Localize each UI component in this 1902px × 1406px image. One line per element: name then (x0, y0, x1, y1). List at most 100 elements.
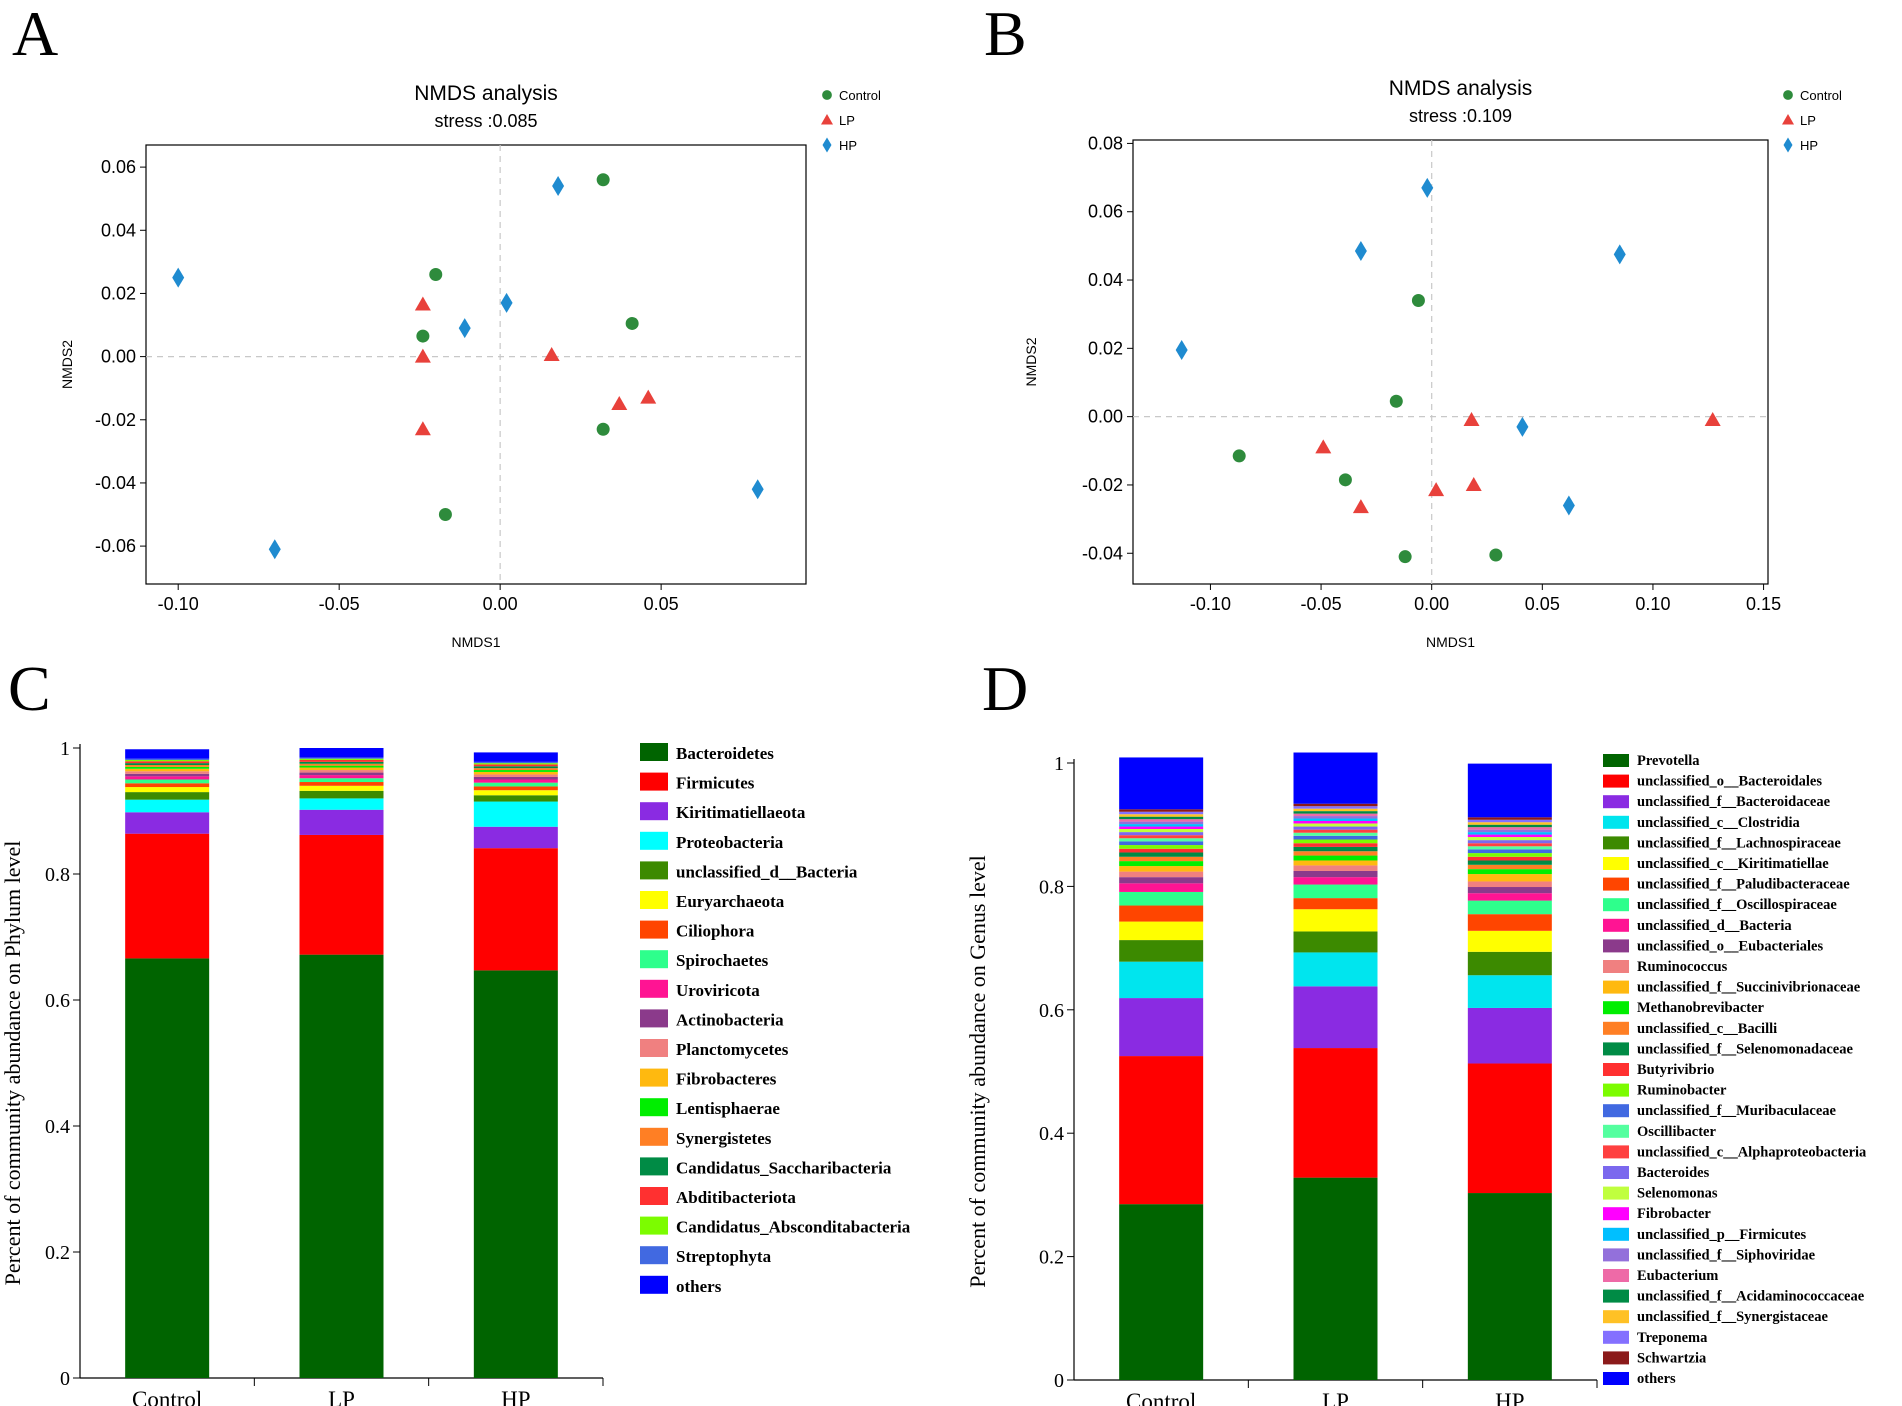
legend-label: Bacteroides (1637, 1165, 1710, 1181)
x-tick-label: HP (501, 1387, 530, 1406)
legend-swatch (640, 1127, 668, 1146)
legend-swatch (640, 1216, 668, 1235)
data-point-control (416, 329, 430, 343)
data-point-hp (500, 292, 513, 313)
bar-segment-unclassified-f-selenomonadaceae (1293, 846, 1378, 852)
legend-items: Bacteroidetes Firmicutes Kiritimatiellaeot… (640, 743, 911, 1296)
bar-segment-firmicutes (299, 834, 384, 955)
data-point-control (1338, 473, 1352, 487)
data-point-hp (172, 267, 185, 288)
y-tick-label: 0.04 (1088, 270, 1123, 290)
x-tick-label: 0.00 (483, 594, 518, 614)
legend-swatch (1603, 774, 1629, 788)
bar-segment-methanobrevibacter (1293, 855, 1378, 861)
bar-segment-unclassified-f-lachnospiraceae (1293, 931, 1378, 953)
x-tick-label: Control (132, 1387, 202, 1406)
bar-segment-candidatus-absconditabacteria (299, 758, 384, 760)
bar-segment-unclassified-f-bacteroidaceae (1119, 998, 1204, 1057)
bar-segment-unclassified-c-clostridia (1467, 975, 1552, 1008)
legend-swatch (1603, 1351, 1629, 1365)
y-tick-label: -0.02 (95, 410, 136, 430)
data-point-hp (552, 176, 565, 197)
legend-label: Fibrobacteres (676, 1070, 777, 1089)
legend-label: Selenomonas (1637, 1186, 1718, 1202)
data-point-hp (1175, 340, 1188, 361)
legend-label: unclassified_c__Clostridia (1637, 815, 1800, 831)
bar-segment-unclassified-f-synergistaceae (1293, 808, 1378, 812)
bar-segment-fibrobacter (1119, 826, 1204, 830)
legend-swatch (1603, 857, 1629, 870)
legend-label: HP (1800, 138, 1818, 153)
data-point-control (1411, 294, 1425, 308)
x-tick-label: -0.10 (158, 594, 199, 614)
data-point-hp (751, 479, 764, 500)
data-point-control (625, 316, 639, 330)
legend-marker (1783, 90, 1793, 100)
bar-segment-actinobacteria (299, 772, 384, 776)
bar-segment-ciliophora (473, 786, 558, 791)
data-point-lp (543, 347, 560, 362)
bar-segment-candidatus-absconditabacteria (125, 759, 210, 762)
bar-segment-unclassified-c-bacilli (1293, 851, 1378, 856)
data-point-control (438, 508, 452, 522)
data-point-lp (1315, 439, 1332, 454)
chart-title: NMDS analysis (1389, 77, 1533, 100)
bar-segment-streptophyta (299, 757, 384, 759)
legend-label: unclassified_c__Kiritimatiellae (1637, 856, 1829, 872)
bar-segment-synergistetes (299, 763, 384, 766)
bar-segment-proteobacteria (473, 801, 558, 827)
legend-swatch (1603, 1310, 1629, 1324)
bar-segment-streptophyta (473, 761, 558, 764)
bar-segment-unclassified-c-bacilli (1467, 864, 1552, 870)
legend-label: Methanobrevibacter (1637, 1000, 1765, 1016)
legend-label: Ruminobacter (1637, 1083, 1727, 1099)
bar-segment-ciliophora (125, 783, 210, 788)
legend-label: Ruminococcus (1637, 959, 1728, 975)
legend-label: Planctomycetes (676, 1040, 789, 1059)
bar-segment-kiritimatiellaeota (125, 812, 210, 834)
bar-segment-treponema (1293, 806, 1378, 809)
bar-segment-fibrobacteres (473, 771, 558, 775)
bar-segment-ruminobacter (1119, 845, 1204, 849)
bar-segment-bacteroides (1293, 826, 1378, 830)
legend-swatch (640, 1009, 668, 1028)
bar-segment-unclassified-o-eubacteriales (1119, 877, 1204, 884)
y-tick-label: 0.8 (45, 864, 70, 886)
bar-segment-spirochaetes (473, 782, 558, 787)
legend-swatch (1603, 980, 1629, 994)
legend-swatch (1603, 1269, 1629, 1282)
bar-segment-firmicutes (125, 833, 210, 959)
bar-segment-proteobacteria (125, 799, 210, 813)
bar-segment-streptophyta (125, 758, 210, 760)
x-tick-label: 0.15 (1746, 594, 1781, 614)
legend-swatch (1603, 1248, 1629, 1262)
legend-label: unclassified_c__Bacilli (1637, 1021, 1777, 1037)
bar-segment-candidatus-saccharibacteria (125, 763, 210, 766)
bar-segment-prevotella (1119, 1204, 1204, 1380)
x-tick-label: Control (1126, 1389, 1196, 1406)
legend-swatch (640, 861, 668, 880)
y-axis-label: Percent of community abundance on Phylum… (0, 841, 25, 1286)
x-tick-label: 0.00 (1414, 594, 1449, 614)
legend-label: unclassified_o__Bacteroidales (1637, 774, 1822, 790)
x-tick-label: LP (328, 1387, 355, 1406)
y-tick-label: -0.06 (95, 536, 136, 556)
legend-label: Actinobacteria (676, 1010, 784, 1029)
legend-label: Control (839, 88, 881, 103)
legend-label: Uroviricota (676, 981, 760, 1000)
legend-swatch (640, 1275, 668, 1294)
legend-swatch (1603, 836, 1629, 850)
bar-segment-unclassified-d-bacteria (1293, 877, 1378, 885)
bar-segment-butyrivibrio (1119, 848, 1204, 853)
bar-segment-unclassified-f-acidaminococcaceae (1293, 811, 1378, 814)
bar-segment-unclassified-f-synergistaceae (1119, 814, 1204, 817)
y-tick-label: 0.2 (1039, 1247, 1064, 1269)
legend-marker (1782, 114, 1794, 125)
legend-swatch (640, 1187, 668, 1205)
bar-segment-unclassified-d-bacteria (299, 790, 384, 799)
y-tick-label: 1 (60, 738, 70, 760)
bar-segment-unclassified-c-alphaproteobacteria (1119, 835, 1204, 839)
data-point-lp (1352, 499, 1369, 514)
legend-swatch (640, 743, 668, 761)
legend-label: Euryarchaeota (676, 892, 785, 911)
